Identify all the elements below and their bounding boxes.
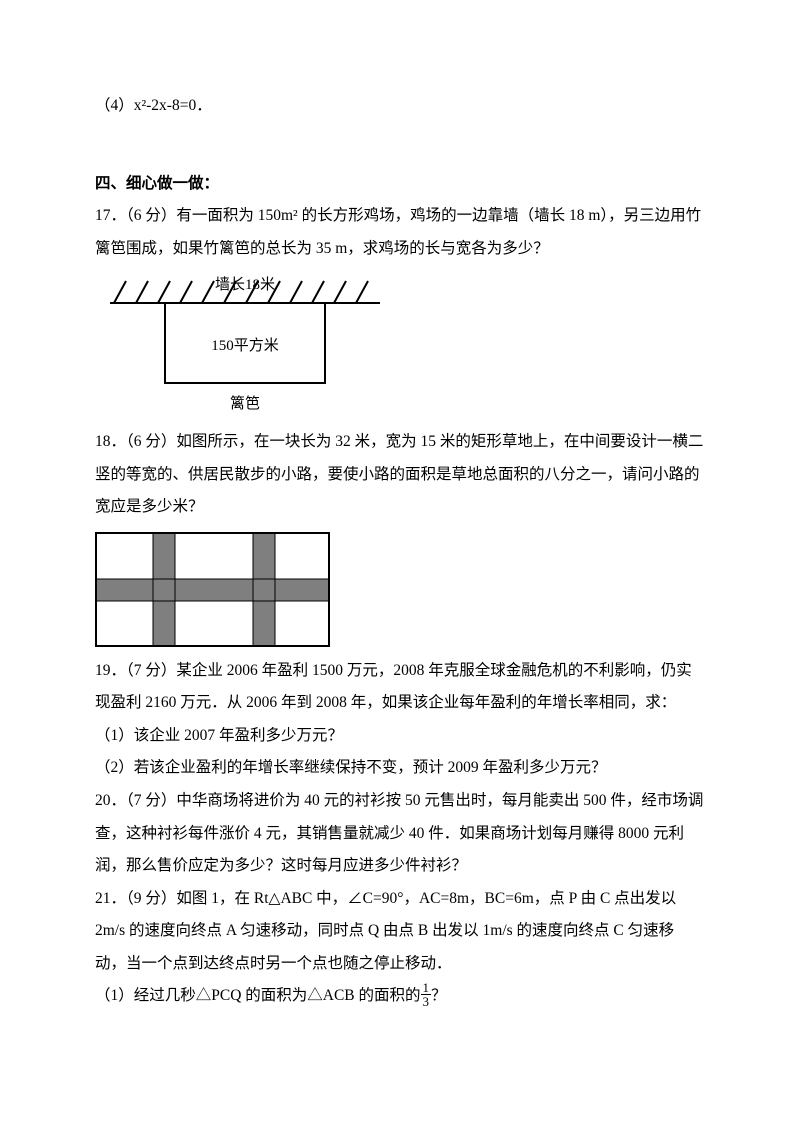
section-heading: 四、细心做一做：	[95, 168, 705, 201]
q21-sub1-pre: （1）经过几秒△PCQ 的面积为△ACB 的面积的	[95, 987, 421, 1004]
q19-sub1: （1）该企业 2007 年盈利多少万元？	[95, 720, 705, 753]
fraction-one-third: 13	[421, 981, 432, 1008]
q20-text: 20．（7 分）中华商场将进价为 40 元的衬衫按 50 元售出时，每月能卖出 …	[95, 785, 705, 883]
svg-text:150平方米: 150平方米	[211, 337, 279, 354]
q19-text: 19．（7 分）某企业 2006 年盈利 1500 万元，2008 年克服全球金…	[95, 655, 705, 720]
q21-sub1-post: ？	[431, 987, 447, 1004]
q16-part4: （4）x²-2x-8=0．	[95, 90, 705, 123]
q21-text: 21．（9 分）如图 1，在 Rt△ABC 中，∠C=90°，AC=8m，BC=…	[95, 883, 705, 981]
q19-sub2: （2）若该企业盈利的年增长率继续保持不变，预计 2009 年盈利多少万元？	[95, 752, 705, 785]
q17-text: 17．（6 分）有一面积为 150m² 的长方形鸡场，鸡场的一边靠墙（墙长 18…	[95, 200, 705, 265]
svg-text:篱笆: 篱笆	[230, 395, 260, 412]
svg-text:墙长18米: 墙长18米	[215, 276, 275, 293]
q18-text: 18．（6 分）如图所示，在一块长为 32 米，宽为 15 米的矩形草地上，在中…	[95, 426, 705, 524]
figure-18	[95, 532, 705, 647]
q21-sub1: （1）经过几秒△PCQ 的面积为△ACB 的面积的13？	[95, 980, 705, 1013]
figure-17: 墙长18米 150平方米 篱笆	[110, 273, 705, 418]
